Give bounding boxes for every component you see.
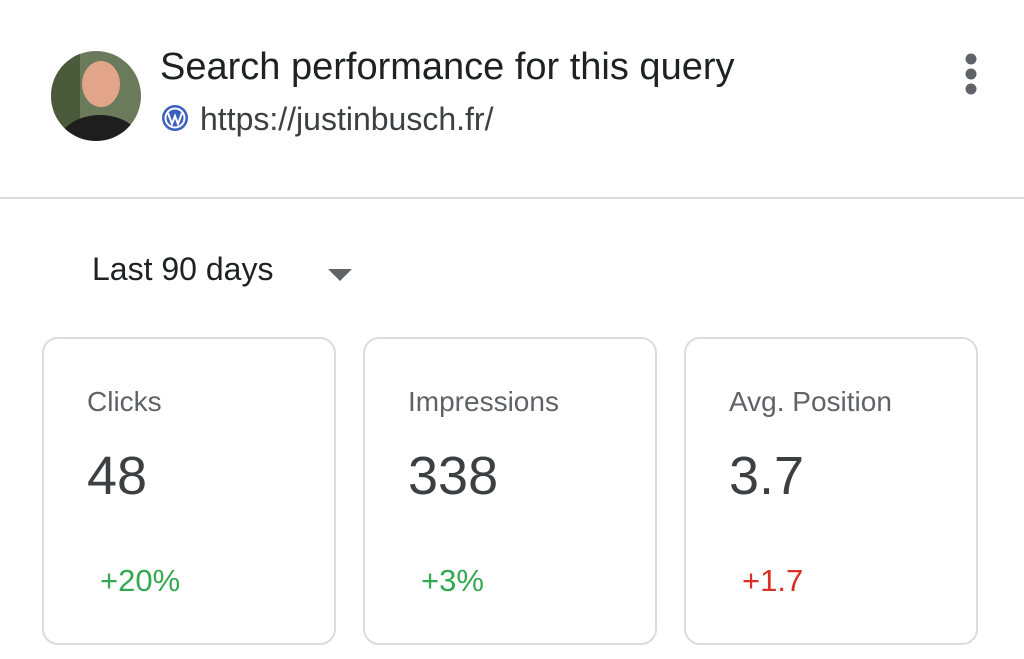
metric-label: Impressions bbox=[408, 386, 559, 417]
metric-label: Avg. Position bbox=[729, 386, 892, 417]
metric-change: +1.7 bbox=[742, 563, 804, 598]
metric-value: 338 bbox=[408, 446, 499, 506]
metric-label: Clicks bbox=[87, 386, 162, 417]
divider bbox=[0, 197, 1024, 199]
period-selector[interactable]: Last 90 days bbox=[92, 251, 274, 287]
metric-card: Avg. Position 3.7 +1.7 bbox=[684, 337, 978, 645]
dropdown-arrow[interactable] bbox=[326, 266, 354, 282]
header-graphics bbox=[50, 50, 977, 175]
site-url[interactable]: https://justinbusch.fr/ bbox=[200, 101, 494, 137]
avatar[interactable] bbox=[50, 50, 142, 175]
metric-change: +20% bbox=[100, 563, 181, 598]
wordpress-icon bbox=[162, 105, 188, 131]
metric-card: Clicks 48 +20% bbox=[42, 337, 336, 645]
metric-value: 3.7 bbox=[729, 446, 805, 506]
more-menu[interactable] bbox=[965, 53, 977, 95]
title: Search performance for this query bbox=[160, 46, 735, 88]
metric-change: +3% bbox=[421, 563, 484, 598]
metric-card: Impressions 338 +3% bbox=[363, 337, 657, 645]
metric-value: 48 bbox=[87, 446, 148, 506]
